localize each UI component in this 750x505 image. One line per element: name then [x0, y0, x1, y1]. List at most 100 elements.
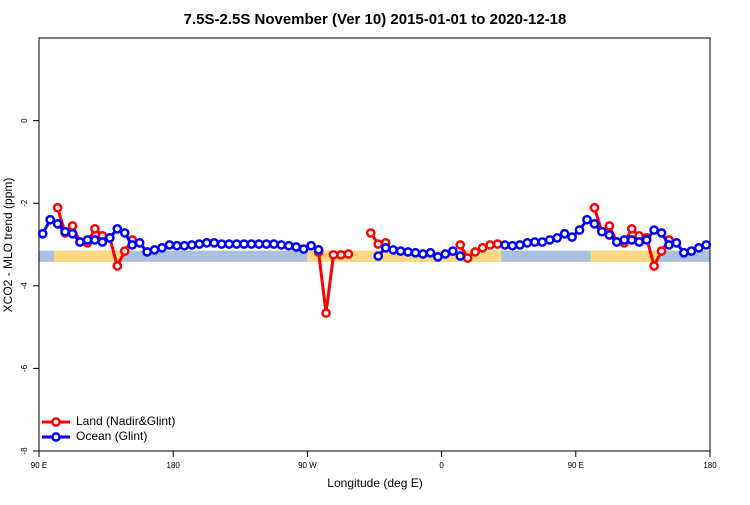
data-point — [515, 240, 525, 250]
data-point — [440, 249, 451, 259]
data-point — [67, 221, 78, 231]
y-tick-label: -8 — [20, 447, 29, 455]
data-point — [112, 261, 123, 271]
data-point — [276, 240, 287, 250]
data-point — [544, 235, 555, 245]
data-point — [283, 240, 294, 251]
data-point — [425, 247, 436, 258]
x-axis-label: Longitude (deg E) — [327, 476, 422, 490]
data-point — [455, 251, 466, 261]
data-point — [186, 240, 197, 250]
data-point — [656, 228, 667, 238]
data-point — [671, 237, 682, 248]
x-tick-label: 90 W — [298, 461, 317, 470]
x-tick-label: 180 — [167, 461, 181, 470]
data-point — [291, 242, 302, 252]
data-point — [104, 233, 115, 243]
data-point — [373, 239, 384, 249]
data-point — [246, 239, 257, 249]
data-point — [649, 225, 659, 235]
data-point — [365, 228, 376, 238]
y-tick-label: -2 — [20, 199, 29, 207]
data-point — [172, 240, 182, 251]
chart-title: 7.5S-2.5S November (Ver 10) 2015-01-01 t… — [184, 11, 567, 28]
data-point — [261, 239, 272, 249]
data-point — [201, 237, 212, 248]
data-point — [112, 223, 123, 234]
data-point — [693, 242, 704, 253]
data-point — [552, 233, 563, 243]
data-point — [336, 249, 346, 260]
legend-label: Ocean (Glint) — [76, 429, 147, 443]
y-axis-label: XCO2 - MLO trend (ppm) — [1, 178, 15, 313]
data-point — [470, 247, 480, 257]
data-point — [60, 226, 70, 237]
data-point — [500, 240, 510, 250]
legend-label: Land (Nadir&Glint) — [76, 414, 175, 428]
data-point — [269, 239, 279, 249]
x-tick-label: 0 — [439, 461, 444, 470]
data-point — [477, 242, 488, 253]
data-point — [119, 246, 130, 256]
data-point — [328, 249, 339, 260]
data-point — [567, 232, 577, 242]
data-point — [701, 240, 712, 250]
data-point — [75, 237, 85, 247]
data-point — [604, 221, 615, 231]
data-point — [559, 228, 570, 239]
data-point — [37, 228, 48, 239]
data-point — [619, 235, 630, 245]
data-point — [97, 237, 108, 247]
data-point — [388, 245, 398, 255]
data-point — [298, 244, 309, 254]
data-point — [90, 235, 100, 245]
data-point — [157, 242, 167, 253]
data-point — [239, 239, 249, 249]
data-point — [582, 214, 592, 225]
data-point — [626, 235, 637, 245]
y-tick-label: 0 — [20, 118, 29, 123]
data-point — [306, 240, 316, 251]
y-tick-label: -6 — [20, 364, 29, 372]
data-point — [343, 249, 354, 259]
data-point — [626, 223, 637, 234]
data-point — [611, 237, 622, 247]
data-point — [164, 240, 175, 250]
data-point — [134, 237, 145, 248]
data-point — [403, 247, 413, 257]
data-point — [537, 237, 548, 247]
data-point — [447, 246, 458, 256]
data-point — [194, 239, 205, 249]
data-point — [664, 240, 674, 250]
x-tick-label: 90 E — [31, 461, 47, 470]
data-point — [589, 219, 600, 229]
land-band — [307, 250, 502, 262]
land-band — [590, 250, 658, 262]
data-point — [604, 230, 615, 240]
data-point — [179, 240, 190, 251]
data-point — [119, 228, 130, 238]
data-point — [455, 240, 466, 250]
data-point — [254, 239, 264, 249]
data-point — [507, 240, 518, 251]
data-point — [45, 214, 56, 225]
data-point — [231, 239, 242, 249]
data-point — [574, 225, 585, 235]
x-tick-label: 180 — [703, 461, 717, 470]
data-point — [410, 247, 421, 258]
data-point — [67, 228, 78, 239]
data-point — [656, 246, 667, 256]
data-point — [522, 237, 533, 248]
data-point — [209, 237, 220, 248]
legend-marker — [51, 432, 61, 442]
data-point — [649, 261, 659, 271]
data-point — [216, 239, 227, 249]
data-point — [395, 246, 406, 256]
data-point — [90, 223, 100, 234]
data-point — [149, 245, 160, 255]
data-point — [224, 239, 234, 249]
data-point — [52, 202, 63, 213]
legend-marker — [51, 417, 61, 427]
data-point — [127, 240, 138, 250]
